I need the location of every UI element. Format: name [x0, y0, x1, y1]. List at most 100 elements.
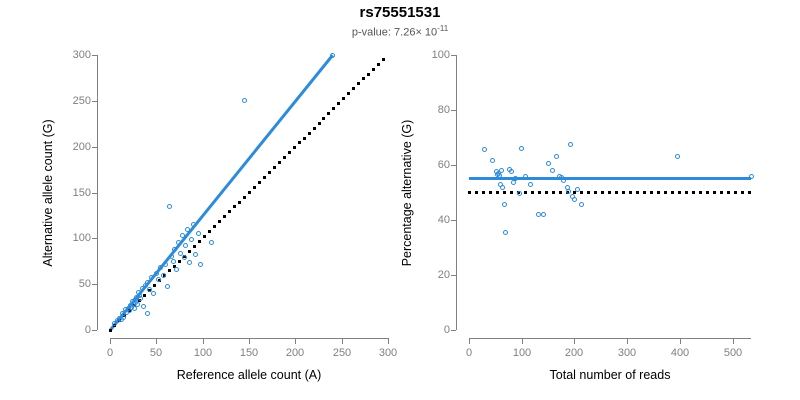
- data-point: [174, 267, 180, 272]
- y-axis-tick-label: 50: [78, 278, 91, 290]
- data-point: [121, 314, 127, 320]
- reference-dash: [544, 191, 548, 194]
- data-point: [181, 255, 187, 261]
- reference-dash: [614, 191, 618, 194]
- reference-dash: [579, 191, 583, 194]
- reference-dash: [292, 146, 296, 150]
- reference-dash: [203, 234, 207, 238]
- reference-dash: [382, 57, 386, 61]
- x-axis-tick-label: 250: [332, 347, 352, 359]
- reference-dash: [607, 191, 611, 194]
- y-axis-tick: [92, 330, 97, 331]
- data-point: [168, 254, 174, 260]
- reference-dash: [327, 111, 331, 115]
- reference-dash: [719, 191, 723, 194]
- x-axis-tick: [574, 338, 575, 344]
- data-point: [145, 279, 151, 285]
- reference-dash: [322, 116, 326, 120]
- reference-dash: [740, 191, 744, 194]
- reference-dash: [733, 191, 737, 194]
- reference-dash: [367, 72, 371, 76]
- y-axis-tick-label: 0: [84, 324, 91, 336]
- x-axis-tick-label: 300: [617, 347, 637, 359]
- data-point: [139, 286, 145, 292]
- reference-dash: [287, 151, 291, 155]
- x-axis-tick: [249, 338, 250, 344]
- reference-dash: [267, 170, 271, 174]
- reference-dash: [572, 191, 576, 194]
- pvalue-exponent: -11: [437, 24, 449, 33]
- data-point: [140, 303, 146, 309]
- x-axis-tick: [627, 338, 628, 344]
- data-point: [499, 168, 505, 173]
- reference-dash: [153, 284, 157, 288]
- data-point: [172, 246, 178, 252]
- reference-dash: [297, 141, 301, 145]
- y-axis-tick-label: 300: [72, 49, 91, 61]
- reference-dash: [372, 67, 376, 71]
- data-point: [502, 202, 508, 208]
- reference-dash: [337, 102, 341, 106]
- data-point: [541, 212, 547, 217]
- reference-dash: [621, 191, 625, 194]
- reference-dash: [262, 175, 266, 179]
- x-axis-tick: [388, 338, 389, 344]
- data-point: [195, 231, 201, 237]
- reference-dash: [635, 191, 639, 194]
- reference-dash: [168, 269, 172, 273]
- data-point: [508, 168, 514, 174]
- reference-dash: [227, 210, 231, 214]
- data-point: [500, 184, 506, 190]
- data-point: [489, 158, 495, 164]
- x-axis-tick: [680, 338, 681, 344]
- y-axis-line: [456, 55, 457, 330]
- reference-dash: [467, 191, 471, 194]
- data-point: [561, 177, 567, 183]
- data-point: [112, 321, 118, 327]
- reference-dash: [747, 191, 751, 194]
- data-point: [185, 226, 191, 232]
- y-axis-tick-label: 60: [437, 159, 450, 171]
- reference-dash: [272, 166, 276, 170]
- reference-dash: [257, 180, 261, 184]
- y-axis-tick: [451, 330, 456, 331]
- reference-dash: [488, 191, 492, 194]
- reference-dash: [530, 191, 534, 194]
- reference-dash: [684, 191, 688, 194]
- x-axis-tick: [469, 338, 470, 344]
- data-point: [517, 191, 523, 197]
- y-axis-tick: [451, 55, 456, 56]
- reference-dash: [726, 191, 730, 194]
- reference-dash: [178, 259, 182, 263]
- reference-dash: [586, 191, 590, 194]
- y-axis-tick-label: 0: [443, 324, 450, 336]
- reference-dash: [217, 220, 221, 224]
- reference-dash: [252, 185, 256, 189]
- reference-dash: [593, 191, 597, 194]
- x-axis-tick-label: 100: [512, 347, 532, 359]
- y-axis-tick: [92, 55, 97, 56]
- x-axis-tick: [522, 338, 523, 344]
- reference-dash: [143, 294, 147, 298]
- data-point: [519, 146, 525, 151]
- x-axis-title: Total number of reads: [549, 368, 671, 382]
- figure-subtitle: p-value: 7.26× 10-11: [0, 24, 800, 39]
- y-axis-tick: [451, 275, 456, 276]
- data-point: [565, 188, 571, 194]
- figure-title: rs75551531: [359, 4, 441, 21]
- data-point: [549, 168, 555, 173]
- reference-dash: [495, 191, 499, 194]
- reference-dash: [502, 191, 506, 194]
- reference-dash: [663, 191, 667, 194]
- reference-dash: [481, 191, 485, 194]
- reference-dash: [307, 131, 311, 135]
- y-axis-tick-label: 20: [437, 269, 450, 281]
- y-axis-tick: [451, 165, 456, 166]
- data-point: [163, 261, 169, 267]
- reference-dash: [277, 161, 281, 165]
- data-point: [166, 203, 172, 209]
- x-axis-tick-label: 0: [106, 347, 114, 359]
- reference-dash: [677, 191, 681, 194]
- x-axis-tick: [203, 338, 204, 344]
- reference-dash: [600, 191, 604, 194]
